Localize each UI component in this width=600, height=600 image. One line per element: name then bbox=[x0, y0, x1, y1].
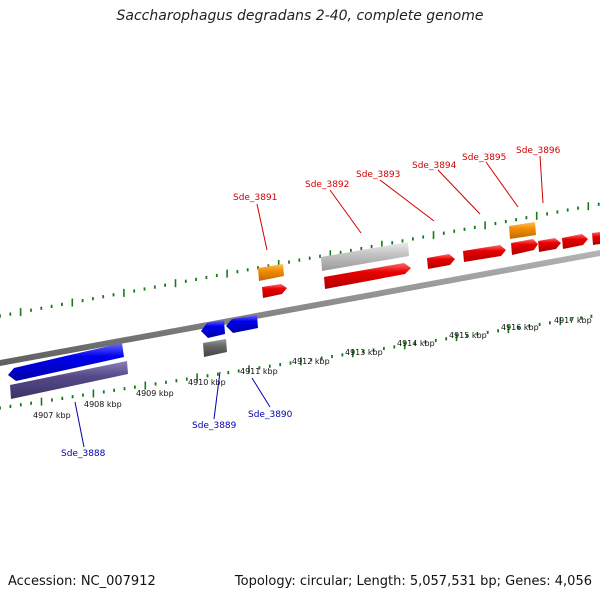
grey-gene-feature[interactable] bbox=[321, 242, 409, 271]
scale-label: 4912 kbp bbox=[292, 357, 330, 366]
scale-label: 4910 kbp bbox=[188, 378, 226, 387]
gene-label-sde-3892[interactable]: Sde_3892 bbox=[305, 180, 349, 190]
gene-forward-arrow[interactable] bbox=[592, 232, 600, 245]
gene-label-sde-3889[interactable]: Sde_3889 bbox=[192, 421, 237, 431]
reverse-tick-track bbox=[0, 314, 593, 410]
scale-label: 4908 kbp bbox=[84, 400, 122, 409]
gene-sde-3892-arrow[interactable] bbox=[324, 263, 411, 289]
gene-label-sde-3895[interactable]: Sde_3895 bbox=[462, 153, 506, 163]
label-leaders bbox=[74, 155, 544, 448]
scale-label: 4917 kbp bbox=[554, 316, 592, 325]
rna-feature-orange[interactable] bbox=[509, 222, 536, 239]
gene-sde-3894-arrow[interactable] bbox=[463, 245, 506, 262]
scale-label: 4915 kbp bbox=[449, 331, 487, 340]
gene-label-sde-3896[interactable]: Sde_3896 bbox=[516, 146, 561, 156]
scale-label: 4911 kbp bbox=[240, 367, 278, 376]
forward-features bbox=[258, 222, 536, 281]
scale-labels: 4907 kbp 4908 kbp 4909 kbp 4910 kbp 4911… bbox=[33, 316, 592, 420]
genome-summary: Topology: circular; Length: 5,057,531 bp… bbox=[234, 574, 592, 589]
genome-backbone bbox=[0, 250, 600, 366]
reverse-grey-gene[interactable] bbox=[203, 339, 227, 357]
reverse-dark-gene[interactable] bbox=[10, 361, 128, 399]
accession-label: Accession: NC_007912 bbox=[8, 574, 156, 589]
gene-label-sde-3890[interactable]: Sde_3890 bbox=[248, 410, 293, 420]
gene-forward-arrow[interactable] bbox=[562, 234, 588, 249]
map-title: Saccharophagus degradans 2-40, complete … bbox=[116, 8, 484, 24]
scale-label: 4909 kbp bbox=[136, 389, 174, 398]
scale-label: 4916 kbp bbox=[501, 323, 539, 332]
gene-labels: Sde_3891 Sde_3892 Sde_3893 Sde_3894 Sde_… bbox=[61, 146, 561, 459]
scale-label: 4914 kbp bbox=[397, 339, 435, 348]
gene-sde-3889-arrow[interactable] bbox=[201, 320, 225, 338]
scale-label: 4913 kbp bbox=[345, 348, 383, 357]
gene-label-sde-3893[interactable]: Sde_3893 bbox=[356, 170, 400, 180]
scale-label: 4907 kbp bbox=[33, 411, 71, 420]
gene-sde-3888-arrow[interactable] bbox=[8, 343, 124, 381]
gene-label-sde-3894[interactable]: Sde_3894 bbox=[412, 161, 457, 171]
reverse-genes bbox=[8, 315, 258, 399]
gene-sde-3895-arrow[interactable] bbox=[511, 239, 538, 255]
gene-label-sde-3888[interactable]: Sde_3888 bbox=[61, 449, 106, 459]
gene-sde-3891-arrow[interactable] bbox=[262, 284, 287, 298]
gene-sde-3896-arrow[interactable] bbox=[538, 238, 561, 252]
gene-sde-3890-arrow[interactable] bbox=[226, 315, 258, 333]
forward-genes bbox=[262, 232, 600, 298]
rna-feature-orange[interactable] bbox=[258, 264, 284, 281]
forward-tick-track bbox=[0, 202, 600, 318]
gene-label-sde-3891[interactable]: Sde_3891 bbox=[233, 193, 277, 203]
gene-sde-3893-arrow[interactable] bbox=[427, 254, 455, 269]
